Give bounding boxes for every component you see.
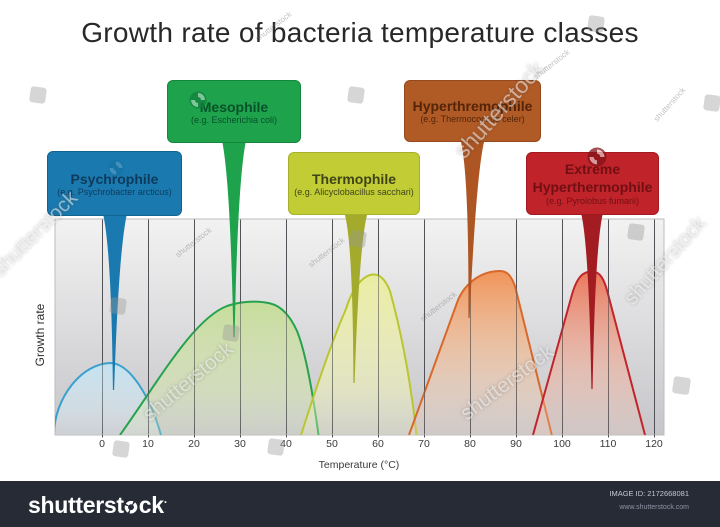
svg-text:80: 80	[464, 438, 476, 450]
svg-text:120: 120	[645, 438, 663, 450]
svg-text:10: 10	[142, 438, 154, 450]
svg-text:90: 90	[510, 438, 522, 450]
svg-text:100: 100	[553, 438, 571, 450]
svg-text:110: 110	[600, 438, 617, 450]
svg-text:0: 0	[99, 438, 105, 450]
svg-text:20: 20	[188, 438, 200, 450]
svg-text:Growth rate: Growth rate	[33, 303, 47, 366]
svg-text:30: 30	[234, 438, 246, 450]
svg-text:Temperature (°C): Temperature (°C)	[319, 459, 400, 471]
svg-text:60: 60	[372, 438, 384, 450]
svg-text:40: 40	[280, 438, 292, 450]
svg-text:70: 70	[418, 438, 430, 450]
svg-text:50: 50	[326, 438, 338, 450]
